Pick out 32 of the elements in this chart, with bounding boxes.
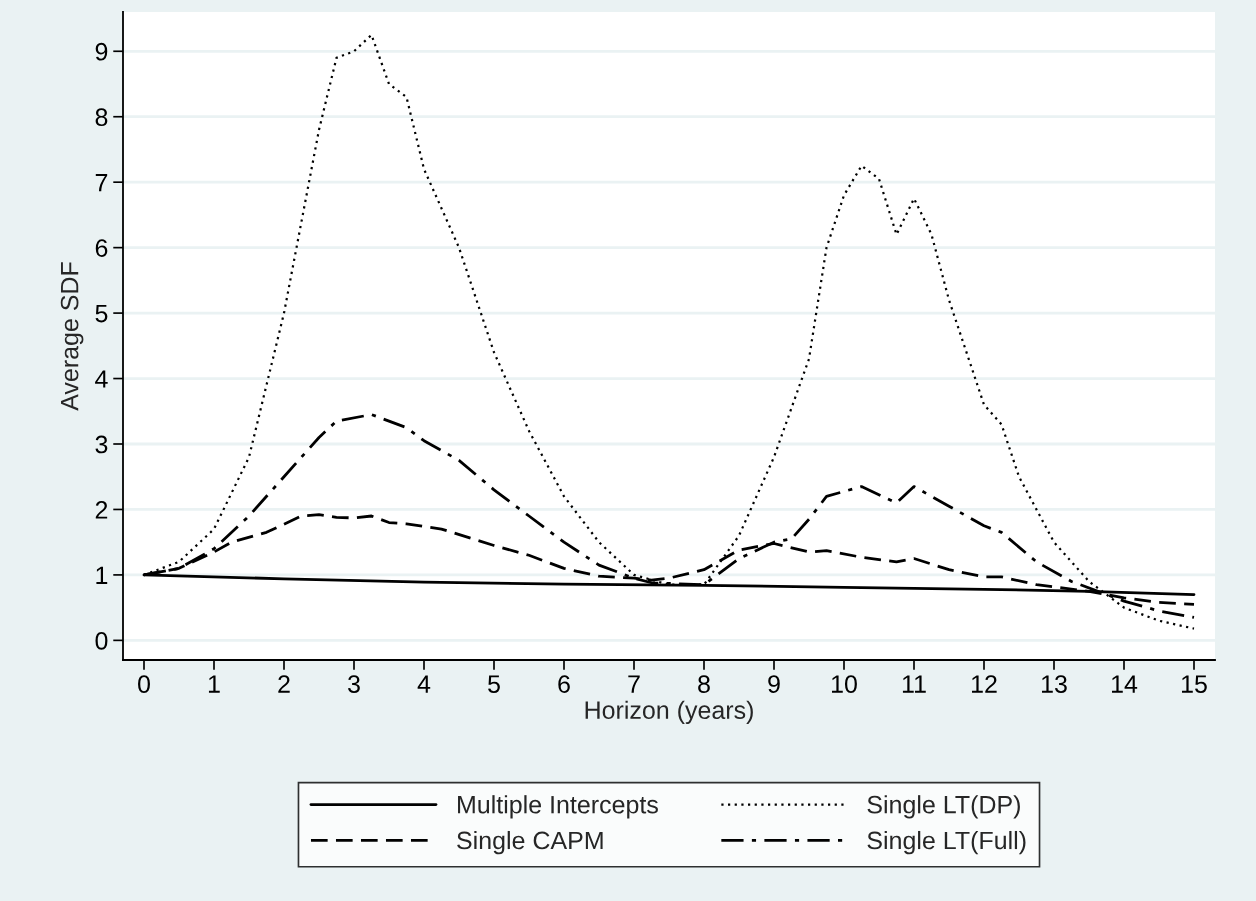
legend-label: Single LT(Full) [867, 830, 1026, 855]
x-tick-label: 8 [698, 675, 710, 693]
x-tick-label: 7 [628, 675, 640, 693]
x-tick-label: 2 [278, 675, 290, 693]
y-tick-label: 9 [95, 42, 108, 61]
y-tick-label: 6 [95, 239, 108, 257]
x-axis-title: Horizon (years) [585, 700, 753, 724]
x-tick-label: 13 [1042, 675, 1067, 693]
y-tick-label: 2 [95, 501, 108, 519]
y-tick-label: 4 [95, 370, 108, 388]
y-tick-label: 8 [95, 108, 108, 127]
x-tick-label: 9 [768, 675, 780, 693]
x-tick-label: 0 [138, 675, 150, 693]
x-tick-label: 6 [558, 675, 570, 693]
y-tick-label: 1 [96, 566, 108, 584]
legend-label: Single LT(DP) [867, 795, 1020, 819]
x-tick-label: 10 [832, 675, 857, 693]
y-tick-label: 7 [95, 174, 108, 192]
x-tick-label: 15 [1182, 675, 1207, 693]
legend-label: Single CAPM [457, 830, 603, 855]
y-tick-label: 0 [95, 631, 108, 650]
y-tick-label: 5 [95, 304, 108, 323]
legend-label: Multiple Intercepts [458, 795, 658, 819]
x-tick-label: 1 [208, 675, 220, 693]
x-tick-label: 14 [1112, 675, 1138, 693]
x-tick-label: 5 [488, 675, 500, 693]
x-tick-label: 12 [972, 675, 997, 693]
x-tick-label: 3 [348, 675, 360, 693]
y-tick-label: 3 [95, 435, 108, 454]
x-tick-label: 4 [417, 675, 431, 693]
y-axis-title: Average SDF [60, 262, 84, 411]
x-tick-label: 11 [902, 675, 926, 693]
